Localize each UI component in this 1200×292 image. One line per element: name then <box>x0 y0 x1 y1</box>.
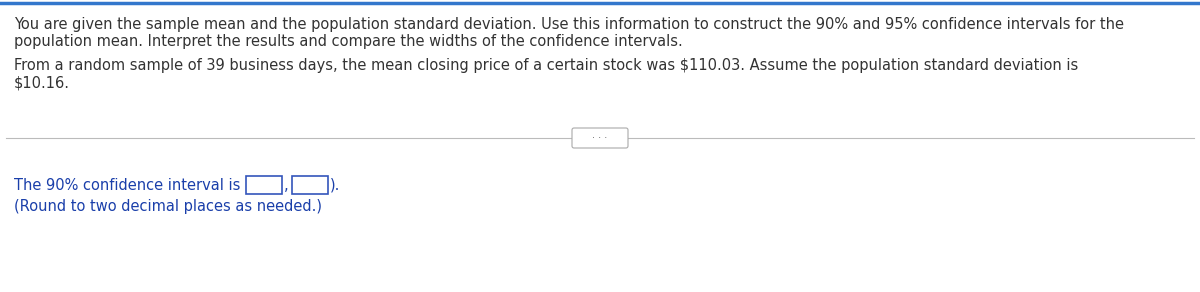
Text: You are given the sample mean and the population standard deviation. Use this in: You are given the sample mean and the po… <box>14 17 1124 32</box>
FancyBboxPatch shape <box>246 176 282 194</box>
Text: From a random sample of 39 business days, the mean closing price of a certain st: From a random sample of 39 business days… <box>14 58 1079 73</box>
Text: ).: ). <box>330 178 341 192</box>
Text: $10.16.: $10.16. <box>14 76 70 91</box>
Text: The 90% confidence interval is (: The 90% confidence interval is ( <box>14 178 251 192</box>
Text: (Round to two decimal places as needed.): (Round to two decimal places as needed.) <box>14 199 322 215</box>
Text: · · ·: · · · <box>593 133 607 143</box>
Text: ,: , <box>284 178 289 192</box>
Text: population mean. Interpret the results and compare the widths of the confidence : population mean. Interpret the results a… <box>14 34 683 49</box>
FancyBboxPatch shape <box>292 176 328 194</box>
FancyBboxPatch shape <box>572 128 628 148</box>
